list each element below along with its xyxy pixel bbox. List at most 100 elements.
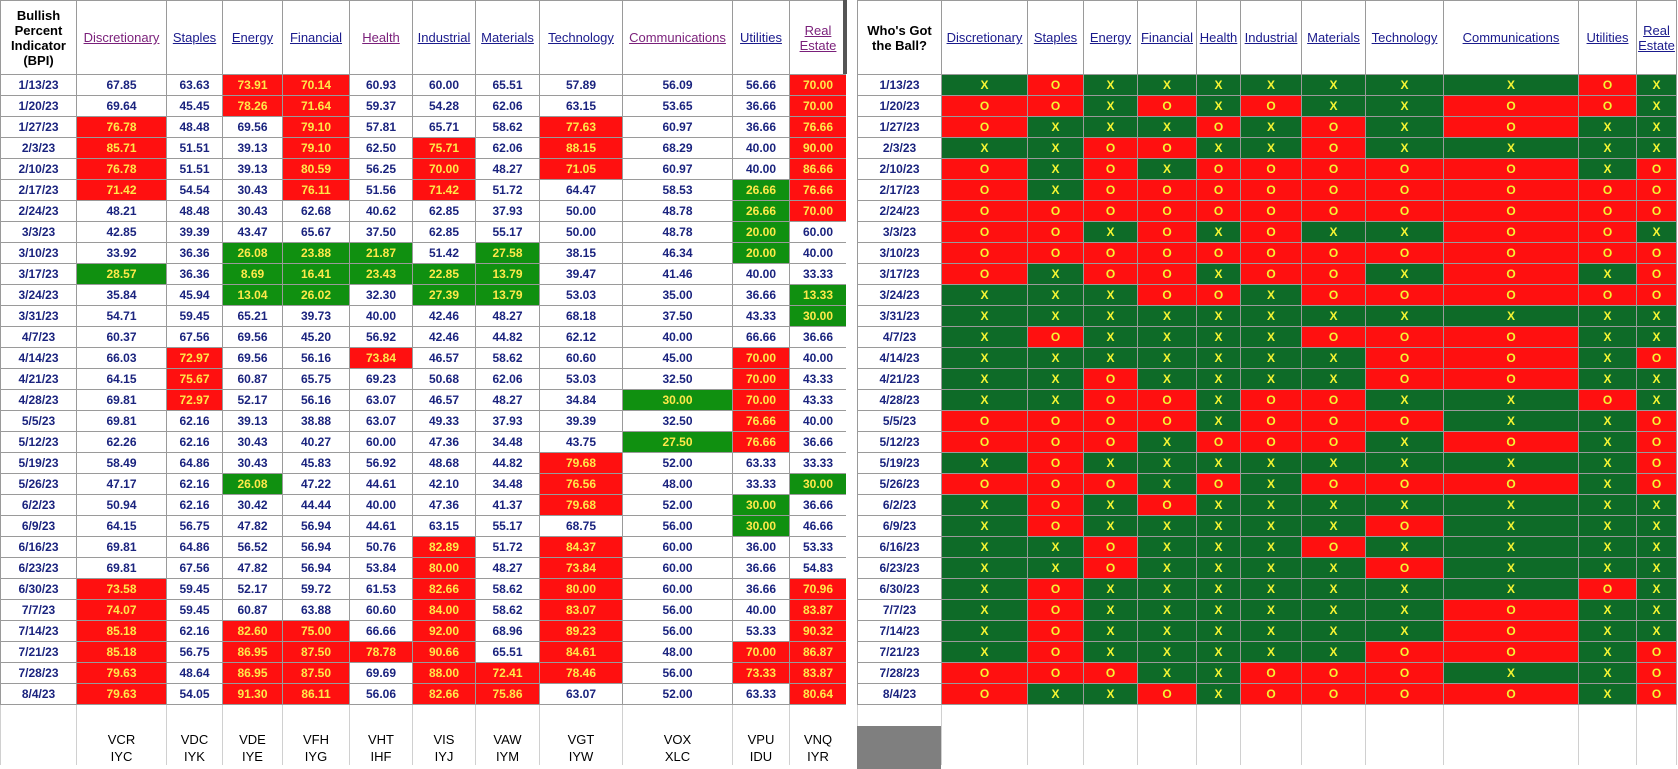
ball-mark-cell: X [1636,74,1677,96]
ball-mark-cell: O [1365,557,1444,579]
row-date: 1/13/23 [0,74,77,96]
ball-mark-cell: O [1083,662,1138,684]
bpi-value-cell: 84.61 [539,641,623,663]
row-date: 2/3/23 [857,137,942,159]
ball-mark-cell: X [1365,74,1444,96]
bpi-value-cell: 26.66 [732,179,790,201]
bpi-value-cell: 50.00 [539,200,623,222]
sector-link[interactable]: Technology [548,30,614,45]
sector-link[interactable]: Technology [1371,30,1438,45]
sector-link[interactable]: Health [1199,30,1238,45]
bpi-value-cell: 58.62 [475,347,540,369]
bpi-value-cell: 92.00 [412,620,476,642]
bpi-value-cell: 63.33 [732,683,790,705]
empty-cell [789,704,847,731]
bpi-value-cell: 71.42 [76,179,167,201]
ball-mark-cell: X [1636,221,1677,243]
bpi-value-cell: 83.07 [539,599,623,621]
ball-mark-cell: X [1365,305,1444,327]
sector-link[interactable]: Discretionary [946,30,1023,45]
sector-link[interactable]: Discretionary [83,30,160,45]
ball-mark-cell: X [1137,536,1197,558]
sector-link[interactable]: Energy [231,30,274,45]
bpi-value-cell: 86.95 [222,662,283,684]
sector-link[interactable]: Materials [481,30,534,45]
bpi-value-cell: 48.78 [622,200,733,222]
bpi-sector-header: Energy [222,0,283,75]
ball-mark-cell: O [1240,95,1302,117]
empty-cell [1443,704,1579,731]
ticker-cell: VDE [222,730,283,748]
row-date: 2/24/23 [857,200,942,222]
bpi-value-cell: 36.36 [166,263,223,285]
ball-mark-cell: O [1301,179,1366,201]
bpi-value-cell: 46.66 [789,515,847,537]
ticker-cell: IYE [222,747,283,765]
bpi-value-cell: 62.26 [76,431,167,453]
bpi-value-cell: 68.75 [539,515,623,537]
bpi-value-cell: 89.23 [539,620,623,642]
sector-link[interactable]: Real Estate [1638,22,1675,53]
bpi-sector-header: Communications [622,0,733,75]
ticker-cell: IYW [539,747,623,765]
sector-link[interactable]: Staples [1033,30,1078,45]
ball-mark-cell: O [1196,431,1241,453]
bpi-row: 2/3/23 85.71 51.51 39.13 79.10 62.50 75.71 62.0… [0,137,847,159]
ball-mark-cell: X [1196,557,1241,579]
bpi-value-cell: 61.53 [349,578,413,600]
bpi-value-cell: 13.79 [475,284,540,306]
ball-mark-cell: X [1636,557,1677,579]
ticker-row: IYC IYK IYE IYG IHF IYJ IYM IYW XLC IDU IYR [0,747,847,765]
sector-link[interactable]: Industrial [1244,30,1298,45]
sector-link[interactable]: Communications [629,30,726,45]
sector-link[interactable]: Energy [1089,30,1132,45]
bpi-value-cell: 76.11 [282,179,350,201]
ball-mark-cell: O [1443,599,1579,621]
bpi-row: 2/24/23 48.21 48.48 30.43 62.68 40.62 62.85 37.… [0,200,847,222]
bpi-value-cell: 50.76 [349,536,413,558]
empty-cell [1027,747,1084,765]
bpi-value-cell: 39.39 [166,221,223,243]
bpi-value-cell: 36.00 [732,536,790,558]
bpi-value-cell: 46.34 [622,242,733,264]
ball-mark-cell: O [941,683,1028,705]
sector-link[interactable]: Materials [1307,30,1360,45]
sector-link[interactable]: Financial [1140,30,1194,45]
bpi-table: Bullish Percent Indicator (BPI) Discretio… [0,0,847,765]
sector-link[interactable]: Utilities [1586,30,1629,45]
ball-mark-cell: O [1083,536,1138,558]
ball-mark-cell: O [1027,452,1084,474]
bpi-value-cell: 73.33 [732,662,790,684]
ball-mark-cell: O [1083,137,1138,159]
bpi-value-cell: 71.64 [282,95,350,117]
bpi-value-cell: 30.43 [222,200,283,222]
ball-mark-cell: X [1240,137,1302,159]
row-date: 7/14/23 [0,620,77,642]
ball-mark-cell: X [1137,578,1197,600]
sector-link[interactable]: Utilities [740,30,782,45]
sector-link[interactable]: Financial [289,30,343,45]
ticker-cell: IHF [349,747,413,765]
row-date: 1/27/23 [857,116,942,138]
ball-sector-header: Staples [1027,0,1084,75]
sector-link[interactable]: Communications [1462,30,1560,45]
ball-mark-cell: O [1240,683,1302,705]
bpi-value-cell: 62.12 [539,326,623,348]
bpi-value-cell: 91.30 [222,683,283,705]
bpi-value-cell: 34.48 [475,431,540,453]
ball-mark-cell: X [941,368,1028,390]
ball-mark-cell: X [1083,578,1138,600]
ball-mark-cell: X [1027,347,1084,369]
bpi-value-cell: 62.16 [166,431,223,453]
sector-link[interactable]: Staples [172,30,217,45]
bpi-value-cell: 73.84 [349,347,413,369]
bpi-value-cell: 60.00 [622,578,733,600]
ball-mark-cell: X [1578,263,1637,285]
ball-mark-cell: X [1443,494,1579,516]
bpi-value-cell: 88.15 [539,137,623,159]
sector-link[interactable]: Real Estate [799,22,837,53]
sector-link[interactable]: Industrial [417,30,471,45]
ball-mark-cell: X [1365,137,1444,159]
sector-link[interactable]: Health [362,30,400,45]
bpi-sector-header: Utilities [732,0,790,75]
